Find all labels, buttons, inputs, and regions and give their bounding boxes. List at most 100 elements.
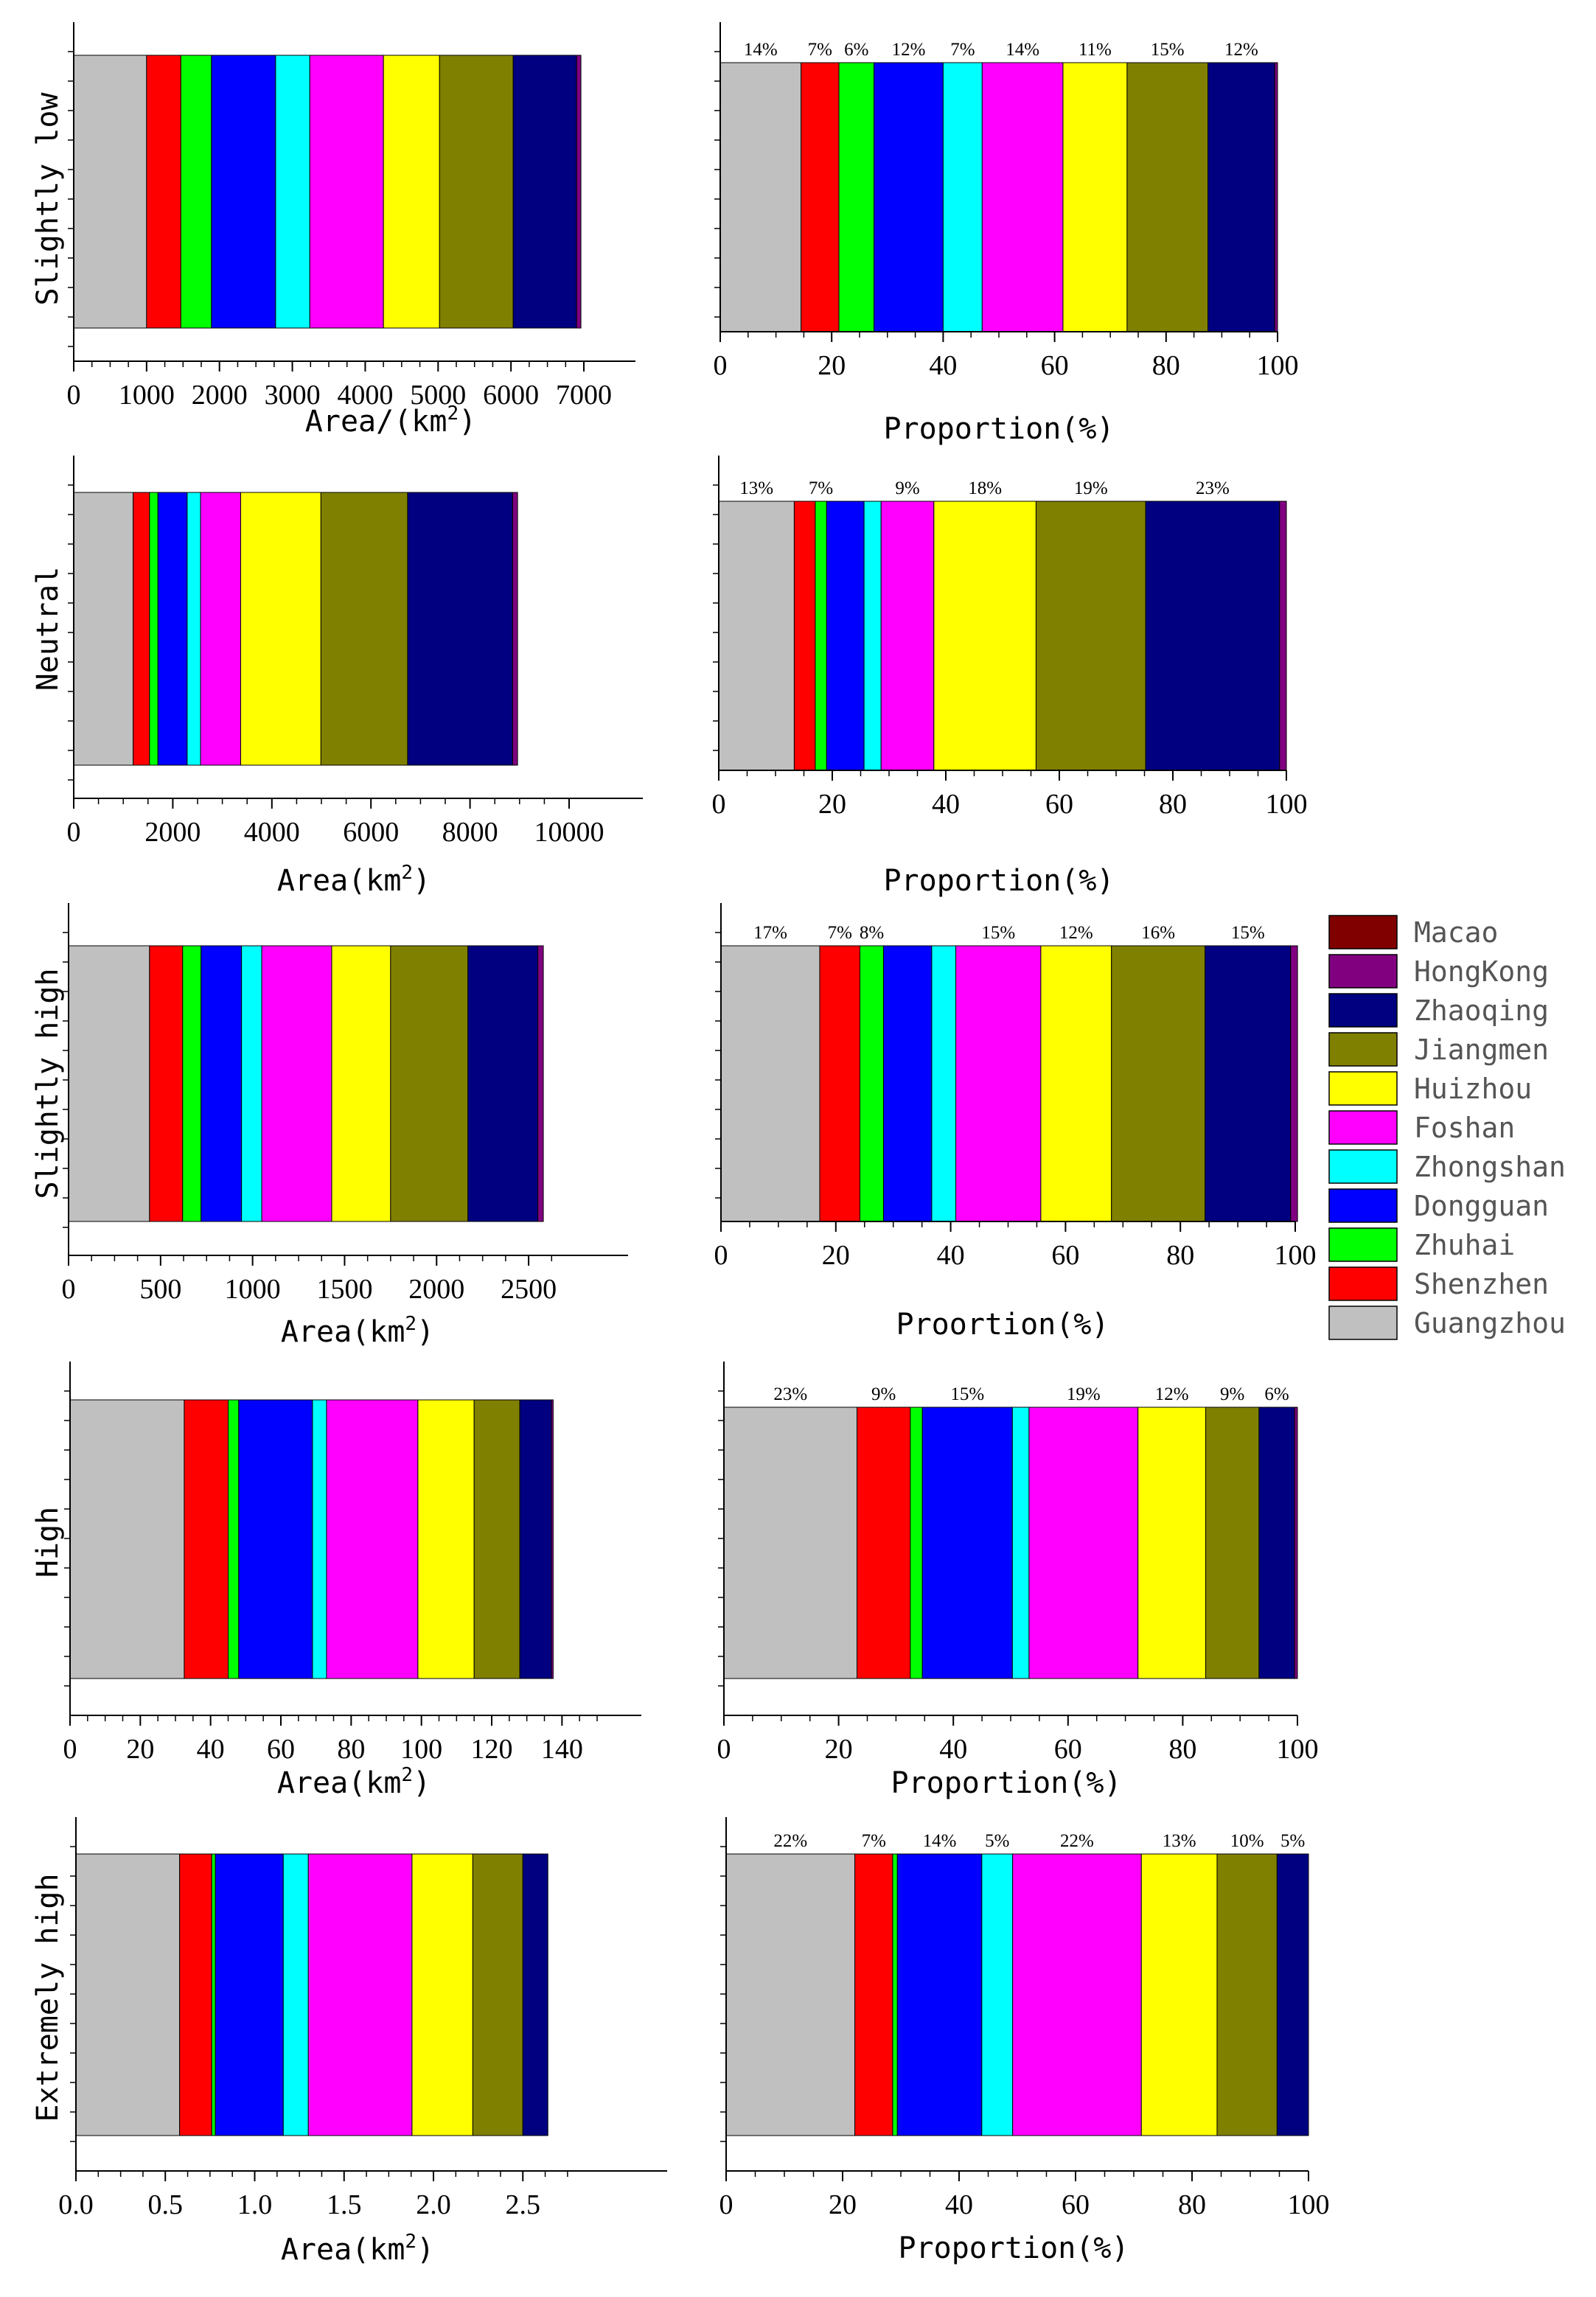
area-panel: 0 2000 4000 6000 8000 10000: [67, 456, 643, 848]
bar-segment-zhuhai: [860, 945, 884, 1222]
x-tick-label: 40: [932, 789, 960, 820]
x-tick-label: 60: [1062, 2189, 1090, 2220]
percent-label: 15%: [981, 923, 1015, 943]
legend-swatch-macao: [1328, 915, 1398, 949]
x-tick-label: 6000: [483, 380, 539, 411]
bar-segment-zhaoqing: [1276, 1853, 1309, 2136]
bar-segment-guangzhou: [720, 945, 820, 1222]
percent-label: 22%: [773, 1831, 807, 1851]
area-panel: 0 20 40 60 80 100 120 140: [63, 1362, 641, 1765]
x-tick-label: 0: [719, 2189, 733, 2220]
x-tick-label: 20: [825, 1734, 853, 1765]
percent-label: 15%: [1151, 40, 1185, 60]
x-tick-label: 40: [929, 350, 957, 381]
proportion-panel: 22% 7% 14% 5% 22% 13% 10% 5% 0 20 40 60 80 100: [719, 1817, 1330, 2220]
bar-segment-zhuhai: [211, 1853, 216, 2136]
area-panel: 0 500 1000 1500 2000 2500: [62, 903, 628, 1305]
x-tick-label: 0.5: [148, 2189, 184, 2220]
bar-segment-shenzhen: [801, 62, 840, 332]
bar-segment-zhuhai: [180, 55, 212, 329]
x-tick-label: 100: [1288, 2189, 1330, 2220]
bar-segment-jiangmen: [320, 492, 408, 766]
x-tick-label: 2000: [192, 380, 248, 411]
x-tick-label: 1000: [225, 1274, 281, 1305]
bar-segment-foshan: [307, 1853, 413, 2136]
x-tick-label: 40: [937, 1240, 965, 1271]
bar-segment-zhongshan: [931, 945, 957, 1222]
x-tick-label: 0: [67, 817, 81, 848]
percent-label: 23%: [1196, 478, 1230, 498]
x-tick-label: 100: [1266, 789, 1308, 820]
x-tick-label: 0: [714, 350, 728, 381]
percent-label: 22%: [1060, 1831, 1094, 1851]
bar-segment-huizhou: [933, 501, 1036, 771]
x-tick-label: 80: [1152, 350, 1180, 381]
area-axis-title: Area(km2): [277, 1764, 431, 1800]
x-tick-label: 0.0: [58, 2189, 94, 2220]
bar-segment-foshan: [309, 55, 384, 329]
bar-segment-jiangmen: [390, 945, 469, 1222]
area-axis-title: Area(km2): [281, 1313, 434, 1349]
bar-segment-zhaoqing: [467, 945, 539, 1222]
legend-swatch-dongguan: [1328, 1188, 1398, 1223]
proportion-axis-title: Proportion(%): [891, 1766, 1121, 1800]
percent-label: 12%: [1224, 40, 1258, 60]
percent-label: 19%: [1074, 478, 1108, 498]
x-tick-label: 20: [818, 789, 846, 820]
percent-label: 15%: [950, 1384, 984, 1404]
x-tick-label: 40: [945, 2189, 973, 2220]
x-tick-label: 20: [126, 1734, 154, 1765]
bar-segment-foshan: [1028, 1407, 1139, 1679]
proportion-axis-title: Proportion(%): [883, 864, 1114, 898]
x-tick-label: 1.5: [327, 2189, 362, 2220]
bar-segment-zhuhai: [182, 945, 202, 1222]
legend-swatch-zhaoqing: [1328, 993, 1398, 1028]
area-axis-title-prefix: Area(km: [277, 1766, 402, 1800]
percent-label: 16%: [1141, 923, 1175, 943]
bar-segment-zhaoqing: [407, 492, 513, 766]
bar-segment-dongguan: [921, 1407, 1013, 1679]
percent-label: 18%: [968, 478, 1002, 498]
legend-swatch-shenzhen: [1328, 1266, 1398, 1301]
x-tick-label: 20: [818, 350, 846, 381]
bar-segment-huizhou: [1140, 1853, 1218, 2136]
bar-segment-dongguan: [215, 1853, 284, 2136]
x-tick-label: 2.0: [416, 2189, 451, 2220]
bar-segment-zhongshan: [241, 945, 262, 1222]
bar-segment-foshan: [981, 62, 1064, 332]
bar-segment-guangzhou: [69, 1399, 185, 1679]
proportion-axis-title: Proportion(%): [883, 412, 1114, 446]
chart-row-1: Neutral 0 2000 4000 6000 8000 10000 Area(km2) 13…: [31, 456, 1308, 898]
area-axis-title-suffix: ): [413, 864, 431, 898]
x-tick-label: 4000: [337, 380, 393, 411]
bar-segment-hongkong: [1294, 1407, 1298, 1679]
x-tick-label: 0: [712, 789, 726, 820]
x-tick-label: 20: [822, 1240, 850, 1271]
x-tick-label: 100: [1277, 1734, 1319, 1765]
percent-label: 14%: [1006, 40, 1039, 60]
legend-swatch-foshan: [1328, 1110, 1398, 1145]
x-tick-label: 100: [1275, 1240, 1317, 1271]
legend-label: Jiangmen: [1414, 1034, 1549, 1066]
bar-segment-zhuhai: [815, 501, 827, 771]
bar-segment-hongkong: [512, 492, 518, 766]
x-tick-label: 2.5: [506, 2189, 541, 2220]
legend-label: Macao: [1414, 916, 1498, 949]
bar-segment-jiangmen: [1111, 945, 1206, 1222]
bar-segment-jiangmen: [1216, 1853, 1278, 2136]
legend-label: HongKong: [1414, 955, 1549, 988]
percent-label: 12%: [1059, 923, 1093, 943]
area-axis-title-suffix: ): [417, 2233, 434, 2267]
bar-segment-guangzhou: [73, 492, 134, 766]
bar-segment-zhaoqing: [512, 55, 577, 329]
bar-segment-zhongshan: [187, 492, 201, 766]
bar-segment-dongguan: [238, 1399, 313, 1679]
bar-segment-foshan: [326, 1399, 419, 1679]
proportion-panel: 14% 7% 6% 12% 7% 14% 11% 15% 12% 0 20 40 60 80 100: [714, 22, 1299, 381]
superscript-two: 2: [405, 1313, 417, 1335]
bar-segment-jiangmen: [1205, 1407, 1260, 1679]
x-tick-label: 0: [62, 1274, 76, 1305]
bar-segment-guangzhou: [718, 501, 795, 771]
percent-label: 7%: [809, 478, 833, 498]
